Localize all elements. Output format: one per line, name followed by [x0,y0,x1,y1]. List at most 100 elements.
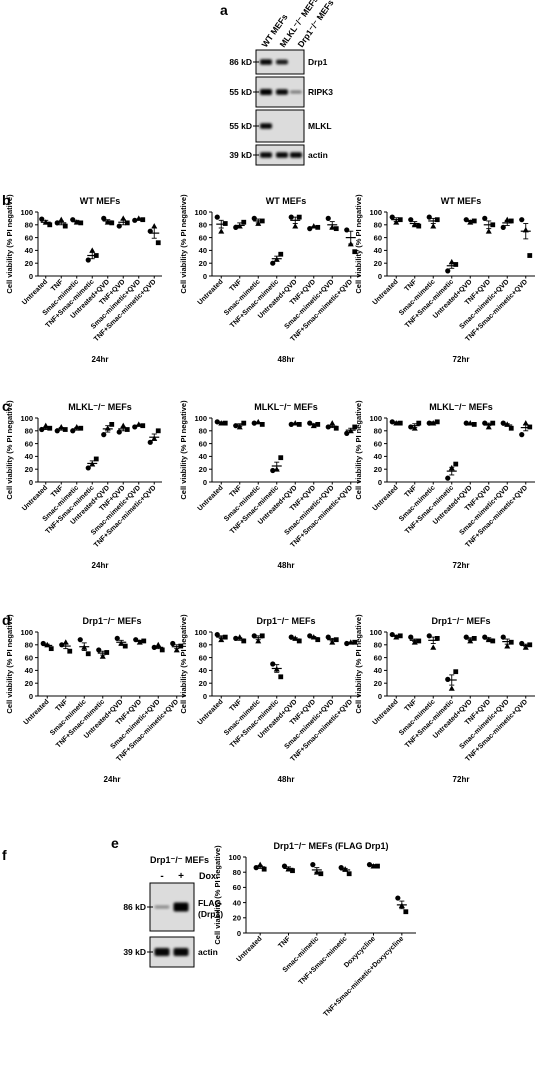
y-tick-label: 80 [374,221,382,230]
x-tick-label: TNF [404,484,419,499]
chart-title: MLKL⁻/⁻ MEFs [68,402,132,412]
data-point-square [155,428,161,434]
data-point-circle [519,432,525,438]
data-point-circle [408,634,414,640]
chart-b2: WT MEFs Cell viability (% PI negative) 0 20… [179,194,360,364]
y-tick-label: 0 [378,478,382,487]
time-label: 24hr [92,355,109,364]
data-point-square [508,425,514,431]
data-point-triangle [411,221,418,228]
data-point-square [315,422,321,427]
data-point-circle [77,637,83,643]
x-tick-label: Untreated [197,698,225,726]
data-point-triangle [135,421,142,427]
chart-title: MLKL⁻/⁻ MEFs [429,402,493,412]
data-point-circle [366,862,373,868]
chart-c1: c MLKL⁻/⁻ MEFs Cell viability (% PI negati… [2,398,162,570]
y-tick-label: 60 [199,653,207,662]
y-tick-label: 0 [378,272,382,281]
y-tick-label: 100 [20,414,33,423]
data-point-triangle [236,634,243,640]
blot-a3: 39 kD actin [229,144,328,166]
data-point-square [78,425,84,431]
protein-label: MLKL [308,121,332,131]
data-point-triangle [467,219,474,225]
data-point-triangle [218,228,225,234]
data-point-square [278,674,284,680]
data-point-square [109,422,115,427]
data-point-square [241,420,247,426]
data-point-triangle [104,219,111,225]
y-tick-label: 60 [199,439,207,448]
time-label: 48hr [278,561,295,570]
y-tick-label: 40 [199,452,207,461]
mw-label: 55 kD [229,87,252,97]
band [260,123,272,129]
lane-minus: - [160,871,163,882]
y-tick-label: 0 [203,692,207,701]
data-point-circle [147,439,153,445]
data-point-circle [482,215,488,221]
data-point-triangle [58,423,65,430]
time-label: 48hr [278,775,295,784]
data-point-circle [270,467,276,474]
y-tick-label: 20 [233,914,241,923]
y-tick-label: 100 [194,208,207,217]
data-point-triangle [292,420,299,426]
chart-title: Drp1⁻/⁻ MEFs [82,616,141,626]
y-tick-label: 20 [25,465,33,474]
data-point-triangle [522,226,529,233]
data-point-triangle [104,425,111,431]
data-point-circle [408,217,414,223]
data-point-square [122,643,128,649]
data-point-square [490,222,496,228]
data-point-square [352,424,358,430]
data-point-triangle [120,215,127,221]
data-point-triangle [273,466,280,472]
data-point-triangle [504,643,511,649]
data-point-square [434,217,440,223]
data-point-circle [170,640,176,647]
band [154,947,170,957]
data-point-triangle [347,427,354,434]
band [173,947,189,957]
mw-label: 55 kD [229,121,252,131]
y-tick-label: 40 [233,898,241,907]
data-point-circle [389,419,395,425]
chart-d1: d Drp1⁻/⁻ MEFs Cell viability (% PI negati… [2,612,186,784]
data-point-square [296,638,302,644]
y-tick-label: 100 [369,208,382,217]
data-point-circle [288,634,294,640]
data-point-triangle [73,219,80,225]
data-point-triangle [411,425,418,431]
data-point-triangle [136,639,143,645]
data-point-square [241,638,247,644]
data-point-square [47,222,53,228]
data-point-square [178,643,184,649]
y-tick-label: 60 [25,233,33,242]
data-point-circle [233,423,239,429]
blot-a0: 86 kD Drp1 [229,49,328,75]
data-point-circle [307,633,313,639]
data-point-triangle [44,641,51,648]
data-point-circle [519,217,525,223]
data-point-triangle [255,418,262,425]
y-tick-label: 0 [237,929,241,938]
data-point-triangle [255,220,262,226]
data-point-square [62,427,68,432]
data-point-triangle [347,639,354,645]
y-tick-label: 60 [374,233,382,242]
chart-c2: MLKL⁻/⁻ MEFs Cell viability (% PI negativ… [179,400,360,570]
data-point-triangle [522,420,529,426]
y-tick-label: 0 [29,272,33,281]
data-point-circle [310,862,316,868]
x-tick-label: Untreated [236,935,264,963]
chart-title: Drp1⁻/⁻ MEFs [431,616,490,626]
y-tick-label: 60 [374,653,382,662]
data-point-circle [338,865,344,871]
data-point-circle [307,420,313,426]
data-point-circle [59,642,65,648]
data-point-circle [214,631,220,638]
data-point-circle [482,420,488,426]
